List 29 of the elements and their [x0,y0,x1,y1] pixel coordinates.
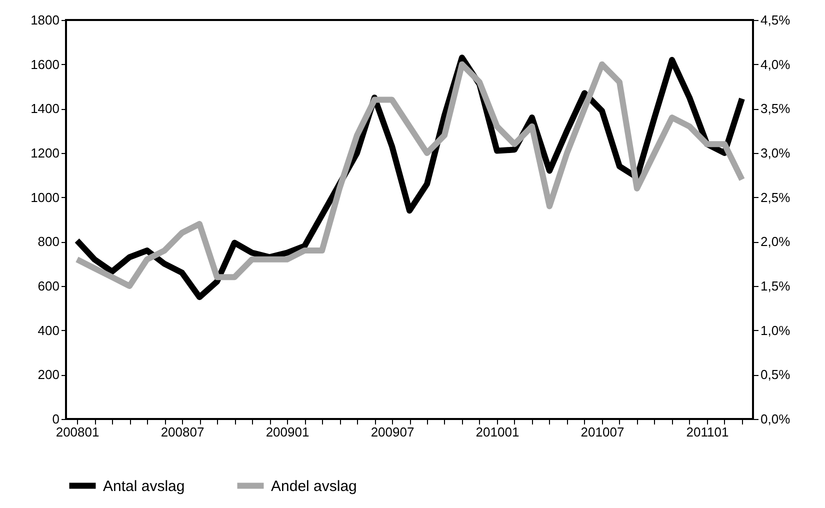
y2-tick-label: 1,0% [760,322,791,338]
y2-tick-label: 2,0% [760,234,791,250]
x-tick-label: 200807 [160,424,204,440]
y-tick-label: 1400 [30,101,60,116]
x-tick-label: 201101 [686,424,729,440]
y-tick-label: 200 [38,367,60,382]
x-tick-label: 200901 [266,424,310,440]
y-tick-label: 400 [38,322,60,338]
legend-label: Antal avslag [103,478,185,495]
x-tick-label: 201007 [580,424,624,440]
y-tick-label: 800 [38,234,60,250]
y2-tick-label: 4,0% [760,56,791,72]
y-tick-label: 1800 [30,12,60,28]
y2-tick-label: 4,5% [760,12,791,28]
y2-tick-label: 0,0% [760,412,791,426]
y-tick-label: 600 [38,278,60,294]
x-tick-label: 200907 [370,424,414,440]
y2-tick-label: 3,0% [760,146,791,160]
y-tick-label: 1600 [30,56,60,72]
y2-tick-label: 2,5% [760,190,791,205]
y2-tick-label: 0,5% [760,367,791,382]
x-tick-label: 201001 [476,424,520,440]
y-tick-label: 1200 [30,146,60,160]
y-tick-label: 1000 [30,190,60,205]
y2-tick-label: 1,5% [760,278,791,294]
x-tick-label: 200801 [56,424,100,440]
y-tick-label: 0 [52,412,60,426]
y2-tick-label: 3,5% [760,101,791,116]
legend-label: Andel avslag [271,478,357,495]
